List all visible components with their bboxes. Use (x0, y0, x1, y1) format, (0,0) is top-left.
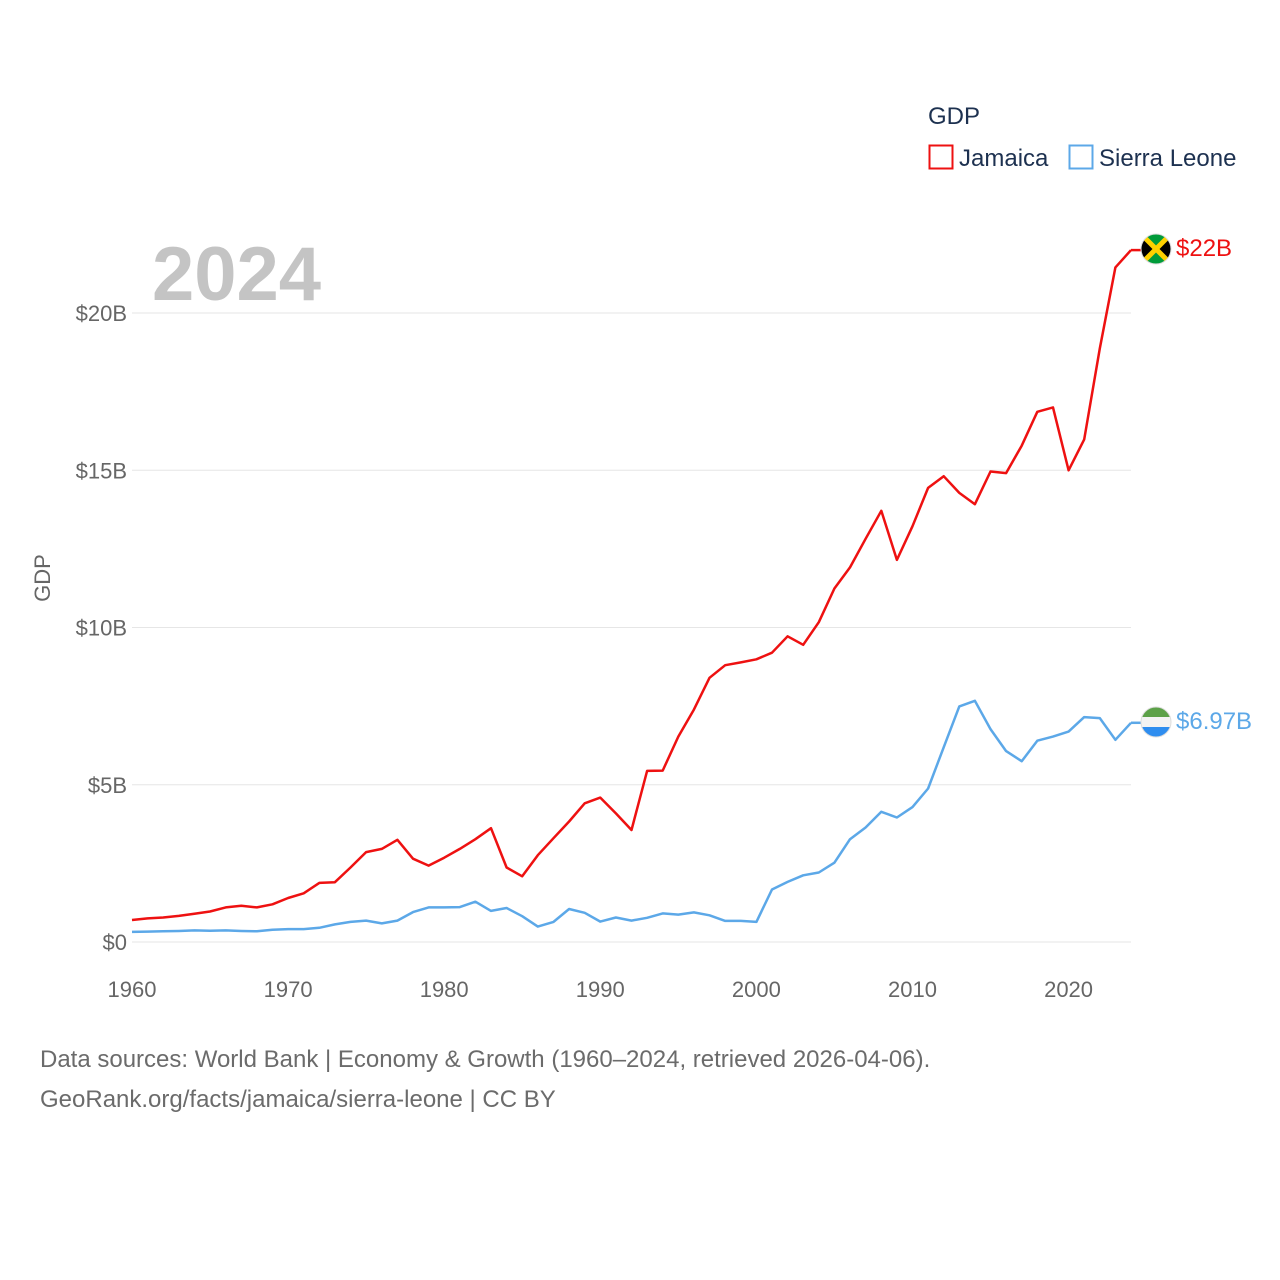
jamaica-flag-border (1140, 233, 1172, 265)
x-tick-label: 1990 (576, 977, 625, 1002)
series-lines (131, 248, 1141, 934)
series-line-sierra-leone[interactable] (131, 699, 1132, 934)
legend: GDP Jamaica Sierra Leone (928, 103, 1236, 172)
x-tick-label: 1970 (264, 977, 313, 1002)
legend-swatch-jamaica (928, 144, 954, 170)
source-note: Data sources: World Bank | Economy & Gro… (40, 1040, 1240, 1120)
y-tick-label: $5B (88, 773, 127, 798)
source-line-1: Data sources: World Bank | Economy & Gro… (40, 1046, 931, 1073)
y-tick-label: $20B (76, 301, 127, 326)
jamaica-flag-icon (1141, 234, 1171, 264)
grid-lines (132, 312, 1131, 943)
sierra-leone-flag-icon (1141, 707, 1171, 737)
end-label-sierra-leone: $6.97B (1176, 708, 1252, 735)
source-line-2: GeoRank.org/facts/jamaica/sierra-leone |… (40, 1086, 556, 1113)
end-label-jamaica: $22B (1176, 235, 1232, 262)
legend-label-jamaica: Jamaica (959, 145, 1049, 172)
y-axis-title: GDP (30, 554, 55, 602)
x-tick-label: 2000 (732, 977, 781, 1002)
x-axis-ticks: 1960 1970 1980 1990 2000 2010 2020 (108, 977, 1094, 1002)
y-tick-label: $15B (76, 458, 127, 483)
legend-item-sierra-leone[interactable]: Sierra Leone (1068, 144, 1237, 172)
y-tick-label: $0 (103, 930, 127, 955)
big-year-label: 2024 (152, 232, 321, 317)
x-tick-label: 2020 (1044, 977, 1093, 1002)
x-tick-label: 2010 (888, 977, 937, 1002)
legend-swatch-sierra-leone (1068, 144, 1094, 170)
y-tick-label: $10B (76, 616, 127, 641)
legend-label-sierra-leone: Sierra Leone (1099, 145, 1236, 172)
legend-title: GDP (928, 103, 980, 130)
legend-item-jamaica[interactable]: Jamaica (928, 144, 1050, 172)
x-tick-label: 1960 (108, 977, 157, 1002)
sierra-leone-flag-border (1140, 706, 1172, 738)
x-tick-label: 1980 (420, 977, 469, 1002)
y-axis-ticks: $0 $5B $10B $15B $20B (76, 301, 127, 955)
series-line-jamaica[interactable] (131, 249, 1132, 922)
